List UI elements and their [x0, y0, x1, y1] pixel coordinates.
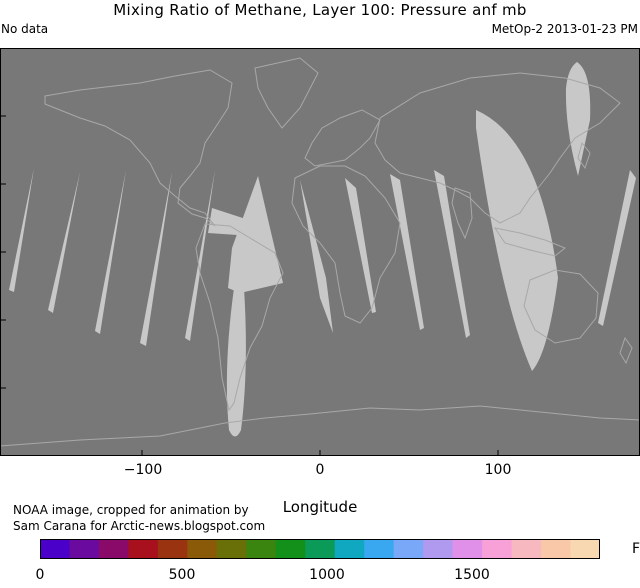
colorbar-segment: [98, 539, 130, 559]
swath-8: [345, 178, 376, 313]
colorbar-tick-label: 500: [168, 567, 196, 583]
colorbar-unit: F: [632, 541, 640, 557]
colorbar-segment: [246, 539, 277, 559]
swath-6-south: [226, 288, 246, 437]
colorbar-segment: [541, 539, 572, 559]
color-scale-bar: [40, 539, 600, 559]
colorbar-segment: [40, 539, 71, 559]
colorbar-segment: [570, 539, 600, 559]
colorbar-segment: [364, 539, 395, 559]
swath-4: [140, 172, 172, 346]
status-text: No data: [1, 22, 49, 36]
image-credit: NOAA image, cropped for animation by Sam…: [13, 502, 265, 534]
swath-6-cap: [208, 208, 258, 236]
colorbar-segment: [216, 539, 247, 559]
swath-1: [9, 168, 34, 292]
x-tick-label: 0: [315, 462, 325, 478]
colorbar-segment: [275, 539, 306, 559]
swath-12: [565, 62, 591, 176]
x-axis-ticks: [141, 450, 499, 456]
colorbar-segment: [393, 539, 424, 559]
x-tick-label: 100: [484, 462, 512, 478]
asia: [374, 72, 621, 224]
north-america: [44, 69, 233, 227]
swath-5: [185, 170, 215, 341]
australia: [523, 269, 599, 344]
europe: [304, 109, 381, 167]
colorbar-segment: [334, 539, 365, 559]
credit-line-1: NOAA image, cropped for animation by: [13, 503, 249, 517]
swath-6: [228, 176, 283, 293]
colorbar-frame: [40, 539, 600, 559]
colorbar-segment: [157, 539, 188, 559]
colorbar-tick-label: 1500: [454, 567, 490, 583]
swath-3: [95, 170, 126, 334]
colorbar-tick-label: 0: [35, 567, 45, 583]
swath-13: [598, 170, 636, 326]
swath-7: [300, 180, 333, 333]
swath-2: [48, 172, 80, 313]
colorbar-tick-label: 1000: [309, 567, 345, 583]
africa: [291, 165, 401, 324]
swath-10: [434, 170, 470, 338]
south-america: [195, 223, 284, 412]
greenland: [254, 57, 319, 129]
world-map: [0, 48, 640, 456]
swath-9: [390, 174, 424, 330]
japan: [577, 141, 591, 170]
colorbar-segment: [187, 539, 218, 559]
satellite-date: MetOp-2 2013-01-23 PM: [491, 22, 638, 36]
colorbar-segment: [452, 539, 483, 559]
antarctica: [0, 405, 640, 447]
new-zealand: [619, 336, 633, 365]
coastlines: [0, 57, 640, 447]
x-axis-label: Longitude: [282, 498, 358, 516]
credit-line-2: Sam Carana for Arctic-news.blogspot.com: [13, 519, 266, 533]
x-tick-label: −100: [123, 462, 163, 478]
colorbar-segment: [423, 539, 454, 559]
colorbar-segment: [69, 539, 100, 559]
map-title: Mixing Ratio of Methane, Layer 100: Pres…: [113, 1, 527, 19]
indonesia: [493, 227, 566, 257]
colorbar-segment: [482, 539, 513, 559]
swath-11: [476, 110, 558, 371]
y-axis-ticks: [0, 115, 6, 389]
india: [451, 187, 473, 240]
colorbar-segment: [305, 539, 336, 559]
colorbar-segment: [128, 539, 159, 559]
data-swaths: [9, 62, 636, 437]
colorbar-segment: [511, 539, 542, 559]
